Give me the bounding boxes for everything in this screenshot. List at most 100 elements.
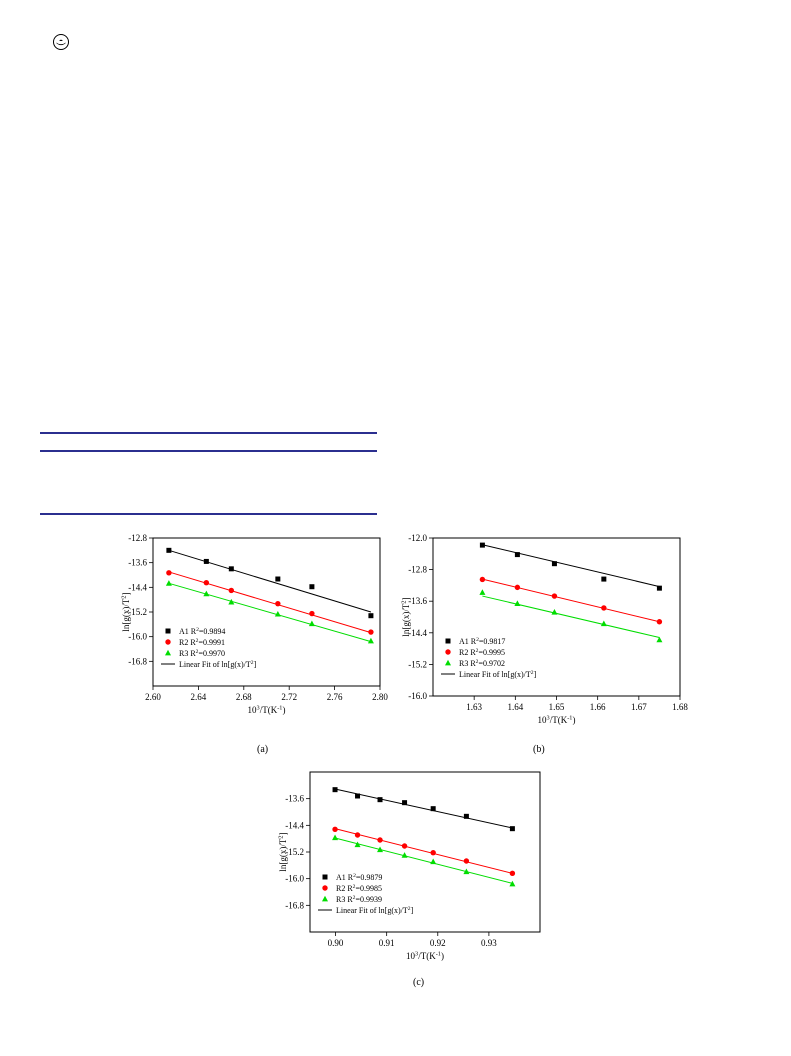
data-point-r2	[368, 629, 374, 635]
y-tick-label: -14.4	[128, 582, 147, 592]
data-point-r3	[274, 610, 281, 617]
data-point-a1	[332, 787, 338, 793]
x-tick-label: 1.64	[507, 702, 523, 712]
data-point-r3	[509, 880, 516, 887]
data-point-a1	[355, 793, 361, 799]
x-axis-label: 103/T(K-1)	[248, 704, 286, 715]
data-point-r2	[401, 843, 408, 849]
x-tick-label: 0.90	[328, 938, 344, 948]
x-tick-label: 1.65	[549, 702, 565, 712]
data-point-a1	[368, 613, 374, 619]
legend-fit-label: Linear Fit of ln[g(x)/T2]	[336, 906, 414, 915]
legend-label-r3: R3 R2=0.9702	[459, 659, 505, 668]
x-tick-label: 2.60	[145, 692, 161, 702]
data-point-r3	[463, 868, 470, 875]
y-axis-label: ln[g(x)/T2]	[277, 832, 288, 871]
x-tick-label: 2.76	[327, 692, 343, 702]
data-point-r2	[275, 600, 281, 607]
y-tick-label: -12.8	[128, 533, 147, 543]
y-tick-label: -13.6	[128, 558, 147, 568]
data-point-r3	[656, 636, 663, 643]
x-axis-label: 103/T(K-1)	[538, 714, 576, 725]
legend-label-a1: A1 R2=0.9817	[459, 637, 505, 646]
legend-label-r3: R3 R2=0.9970	[179, 649, 225, 658]
x-tick-label: 2.64	[191, 692, 207, 702]
data-point-r2	[354, 832, 361, 838]
fit-line-r2	[334, 828, 513, 874]
data-point-a1	[601, 576, 607, 582]
data-point-r3	[203, 590, 210, 597]
chart-b: 1.63 1.64 1.65 1.66 1.67 1.68 -12.0 -12.8 -13.6 -…	[400, 533, 688, 725]
fit-line-a1	[334, 788, 513, 829]
data-point-a1	[430, 806, 436, 812]
y-tick-label: -15.2	[285, 847, 304, 857]
legend-label-a1: A1 R2=0.9879	[336, 873, 382, 882]
legend-label-r2: R2 R2=0.9995	[459, 648, 505, 657]
data-point-r2	[309, 610, 315, 617]
data-point-a1	[203, 558, 209, 564]
x-tick-label: 0.93	[481, 938, 497, 948]
data-point-a1	[166, 547, 172, 553]
y-tick-label: -12.0	[408, 533, 427, 543]
data-point-r3	[332, 834, 339, 841]
x-tick-label: 2.68	[236, 692, 252, 702]
bottom-rule	[40, 513, 377, 515]
x-tick-label: 1.68	[672, 702, 688, 712]
data-point-r2	[601, 605, 607, 611]
legend-marker-r2	[322, 885, 328, 891]
data-point-a1	[228, 566, 234, 572]
y-tick-label: -16.0	[128, 632, 147, 642]
data-point-r3	[165, 580, 172, 586]
y-tick-label: -15.2	[128, 607, 147, 617]
data-point-a1	[514, 552, 520, 558]
y-tick-label: -13.6	[285, 794, 304, 804]
legend-label-r2: R2 R2=0.9991	[179, 638, 225, 647]
chart-a: 2.60 2.64 2.68 2.72 2.76 2.80 -12.8 -13.6 -14.4 -…	[120, 533, 388, 715]
data-point-r3	[551, 609, 558, 615]
fit-line-a1	[168, 549, 372, 613]
y-tick-label: -14.4	[285, 820, 304, 830]
fit-line-r3	[334, 837, 513, 884]
caption-a: (a)	[257, 744, 269, 755]
legend-marker-r3	[322, 895, 328, 902]
chart-c: 0.90 0.91 0.92 0.93 -13.6 -14.4 -15.2 -16.0 -16.…	[277, 771, 541, 961]
data-point-r3	[430, 858, 437, 865]
data-point-r3	[367, 637, 374, 644]
data-point-r3	[514, 600, 521, 606]
data-point-a1	[551, 561, 557, 567]
data-point-a1	[463, 813, 469, 819]
data-point-r2	[430, 849, 436, 856]
top-rule	[40, 432, 377, 434]
legend-marker-r2	[445, 649, 451, 655]
y-tick-label: -13.6	[408, 596, 427, 606]
legend-marker-r3	[165, 649, 171, 656]
x-axis-label: 103/T(K-1)	[406, 950, 444, 961]
x-tick-label: 0.91	[379, 938, 395, 948]
y-tick-label: -12.8	[408, 565, 427, 575]
y-tick-label: -16.8	[128, 656, 147, 666]
data-point-r2	[228, 587, 235, 594]
data-point-r2	[377, 837, 383, 843]
middle-rule	[40, 450, 377, 452]
data-point-r3	[354, 841, 361, 848]
legend-marker-a1	[165, 628, 171, 634]
y-axis-label: ln[g(x)/T2]	[400, 597, 411, 636]
legend-fit-label: Linear Fit of ln[g(x)/T2]	[459, 670, 537, 679]
fit-line-r2	[482, 578, 660, 623]
y-tick-label: -15.2	[408, 659, 427, 669]
fit-line-a1	[482, 544, 660, 588]
x-tick-label: 1.63	[466, 702, 482, 712]
legend-fit-label: Linear Fit of ln[g(x)/T2]	[179, 660, 257, 669]
data-point-r2	[551, 593, 558, 599]
data-point-r3	[228, 598, 235, 605]
legend-label-a1: A1 R2=0.9894	[179, 627, 225, 636]
data-point-a1	[509, 826, 515, 832]
data-point-r2	[514, 584, 521, 591]
legend-label-r2: R2 R2=0.9985	[336, 884, 382, 893]
x-tick-label: 2.80	[372, 692, 388, 702]
x-tick-label: 1.67	[631, 702, 647, 712]
y-tick-label: -16.0	[285, 874, 304, 884]
fit-line-r3	[168, 582, 372, 643]
data-point-a1	[309, 584, 315, 590]
data-point-r2	[656, 619, 663, 625]
